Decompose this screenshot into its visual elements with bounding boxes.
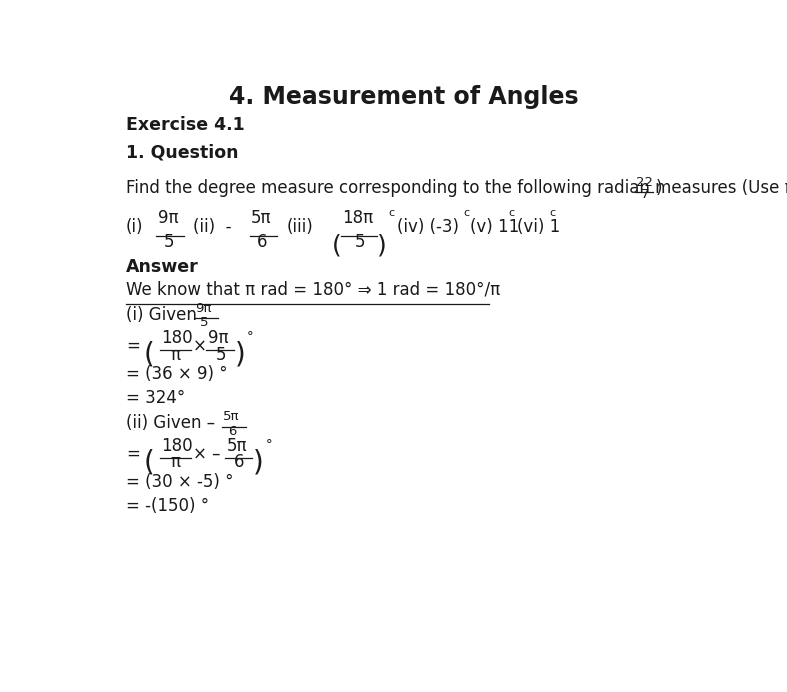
Text: 18π: 18π: [342, 209, 374, 227]
Text: =: =: [126, 445, 140, 463]
Text: (v) 11: (v) 11: [471, 218, 519, 236]
Text: 5: 5: [354, 233, 365, 251]
Text: 5: 5: [200, 316, 208, 329]
Text: 22: 22: [637, 176, 653, 190]
Text: We know that π rad = 180° ⇒ 1 rad = 180°/π: We know that π rad = 180° ⇒ 1 rad = 180°…: [126, 280, 500, 298]
Text: c: c: [550, 208, 556, 218]
Text: = (30 × -5) °: = (30 × -5) °: [126, 473, 233, 491]
Text: (: (: [332, 233, 342, 257]
Text: (ii)  -: (ii) -: [193, 218, 231, 236]
Text: Answer: Answer: [126, 258, 198, 276]
Text: 7: 7: [641, 188, 650, 201]
Text: = (36 × 9) °: = (36 × 9) °: [126, 365, 227, 383]
Text: °: °: [247, 330, 254, 343]
Text: Find the degree measure corresponding to the following radian measures (Use π =: Find the degree measure corresponding to…: [126, 179, 787, 197]
Text: c: c: [463, 208, 469, 218]
Text: × –: × –: [193, 445, 220, 463]
Text: (i) Given: (i) Given: [126, 306, 197, 324]
Text: 5: 5: [164, 233, 174, 251]
Text: 5: 5: [216, 345, 227, 363]
Text: 5π: 5π: [227, 437, 247, 455]
Text: 180: 180: [161, 437, 193, 455]
Text: (: (: [144, 448, 155, 476]
Text: π: π: [170, 345, 180, 363]
Text: (i): (i): [126, 218, 143, 236]
Text: 6: 6: [234, 453, 244, 471]
Text: = -(150) °: = -(150) °: [126, 498, 209, 516]
Text: ): ): [377, 233, 387, 257]
Text: ×: ×: [193, 337, 207, 355]
Text: c: c: [388, 208, 394, 218]
Text: ): ): [235, 340, 245, 369]
Text: ): ): [656, 179, 662, 197]
Text: 9π: 9π: [194, 302, 211, 315]
Text: (ii) Given –: (ii) Given –: [126, 415, 215, 432]
Text: 4. Measurement of Angles: 4. Measurement of Angles: [228, 85, 578, 109]
Text: °: °: [265, 438, 272, 451]
Text: = 324°: = 324°: [126, 390, 185, 408]
Text: 9π: 9π: [157, 209, 178, 227]
Text: 180: 180: [161, 329, 193, 347]
Text: ): ): [253, 448, 264, 476]
Text: (: (: [144, 340, 155, 369]
Text: 9π: 9π: [208, 329, 228, 347]
Text: 6: 6: [228, 425, 237, 438]
Text: c: c: [508, 208, 515, 218]
Text: (vi) 1: (vi) 1: [517, 218, 560, 236]
Text: (iv) (-3): (iv) (-3): [397, 218, 460, 236]
Text: 5π: 5π: [224, 410, 240, 424]
Text: (iii): (iii): [286, 218, 313, 236]
Text: =: =: [126, 337, 140, 355]
Text: π: π: [170, 453, 180, 471]
Text: 6: 6: [257, 233, 268, 251]
Text: Exercise 4.1: Exercise 4.1: [126, 116, 245, 134]
Text: 5π: 5π: [251, 209, 272, 227]
Text: 1. Question: 1. Question: [126, 144, 238, 162]
